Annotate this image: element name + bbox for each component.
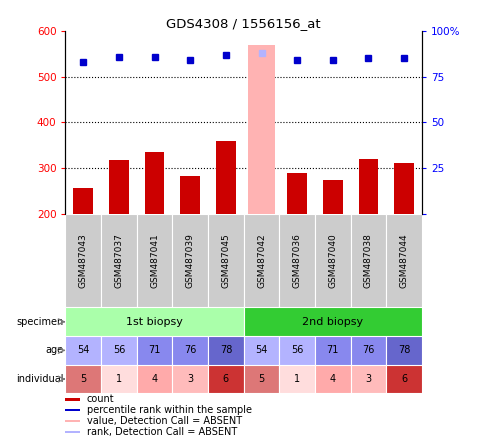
Text: GSM487036: GSM487036 (292, 233, 301, 288)
Bar (350, 214, 385, 307)
Bar (172, 336, 208, 365)
Text: GSM487041: GSM487041 (150, 233, 159, 288)
Text: value, Detection Call = ABSENT: value, Detection Call = ABSENT (87, 416, 242, 426)
Text: 6: 6 (400, 374, 407, 384)
Bar (385, 214, 421, 307)
Bar (279, 365, 314, 393)
Text: GSM487042: GSM487042 (257, 233, 266, 288)
Bar (314, 365, 350, 393)
Bar (136, 214, 172, 307)
Bar (101, 365, 136, 393)
Text: GSM487038: GSM487038 (363, 233, 372, 288)
Text: percentile rank within the sample: percentile rank within the sample (87, 405, 251, 415)
Bar (358, 159, 378, 214)
Bar (101, 336, 136, 365)
Bar (279, 214, 314, 307)
Text: 4: 4 (151, 374, 157, 384)
Bar (208, 365, 243, 393)
Bar (385, 365, 421, 393)
Bar (65, 431, 79, 433)
Bar (243, 365, 279, 393)
Bar (248, 45, 274, 214)
Bar (208, 336, 243, 365)
Text: GSM487040: GSM487040 (328, 233, 337, 288)
Bar (101, 214, 136, 307)
Text: specimen: specimen (16, 317, 63, 327)
Bar (350, 336, 385, 365)
Text: 1st biopsy: 1st biopsy (126, 317, 182, 327)
Bar (65, 307, 243, 336)
Text: 2nd biopsy: 2nd biopsy (302, 317, 363, 327)
Title: GDS4308 / 1556156_at: GDS4308 / 1556156_at (166, 17, 320, 30)
Bar (172, 365, 208, 393)
Bar (216, 142, 235, 214)
Bar (243, 307, 421, 336)
Bar (65, 214, 101, 307)
Text: 3: 3 (364, 374, 371, 384)
Text: GSM487045: GSM487045 (221, 233, 230, 288)
Bar (208, 214, 243, 307)
Bar (65, 409, 79, 411)
Text: individual: individual (16, 374, 63, 384)
Text: 56: 56 (112, 345, 125, 355)
Bar (65, 420, 79, 422)
Text: 1: 1 (293, 374, 300, 384)
Bar (65, 336, 101, 365)
Bar (136, 365, 172, 393)
Bar (180, 176, 199, 214)
Bar (145, 152, 164, 214)
Text: 71: 71 (148, 345, 161, 355)
Text: 3: 3 (187, 374, 193, 384)
Text: 5: 5 (80, 374, 86, 384)
Text: GSM487037: GSM487037 (114, 233, 123, 288)
Bar (350, 365, 385, 393)
Text: 78: 78 (397, 345, 409, 355)
Text: 4: 4 (329, 374, 335, 384)
Text: 54: 54 (255, 345, 267, 355)
Text: 78: 78 (219, 345, 232, 355)
Bar (279, 336, 314, 365)
Text: 6: 6 (222, 374, 228, 384)
Bar (314, 336, 350, 365)
Text: age: age (45, 345, 63, 355)
Text: 56: 56 (290, 345, 303, 355)
Bar (109, 160, 128, 214)
Text: 5: 5 (258, 374, 264, 384)
Bar (314, 214, 350, 307)
Bar (243, 214, 279, 307)
Text: 71: 71 (326, 345, 338, 355)
Bar (172, 214, 208, 307)
Bar (243, 336, 279, 365)
Text: GSM487039: GSM487039 (185, 233, 195, 288)
Text: 1: 1 (116, 374, 122, 384)
Bar (322, 180, 342, 214)
Bar (65, 398, 79, 400)
Bar (393, 163, 413, 214)
Text: 76: 76 (362, 345, 374, 355)
Text: 76: 76 (183, 345, 196, 355)
Text: count: count (87, 394, 114, 404)
Text: rank, Detection Call = ABSENT: rank, Detection Call = ABSENT (87, 427, 237, 437)
Bar (74, 188, 93, 214)
Bar (65, 365, 101, 393)
Text: GSM487043: GSM487043 (78, 233, 88, 288)
Text: GSM487044: GSM487044 (399, 233, 408, 288)
Bar (287, 174, 306, 214)
Text: 54: 54 (77, 345, 90, 355)
Bar (136, 336, 172, 365)
Bar (385, 336, 421, 365)
